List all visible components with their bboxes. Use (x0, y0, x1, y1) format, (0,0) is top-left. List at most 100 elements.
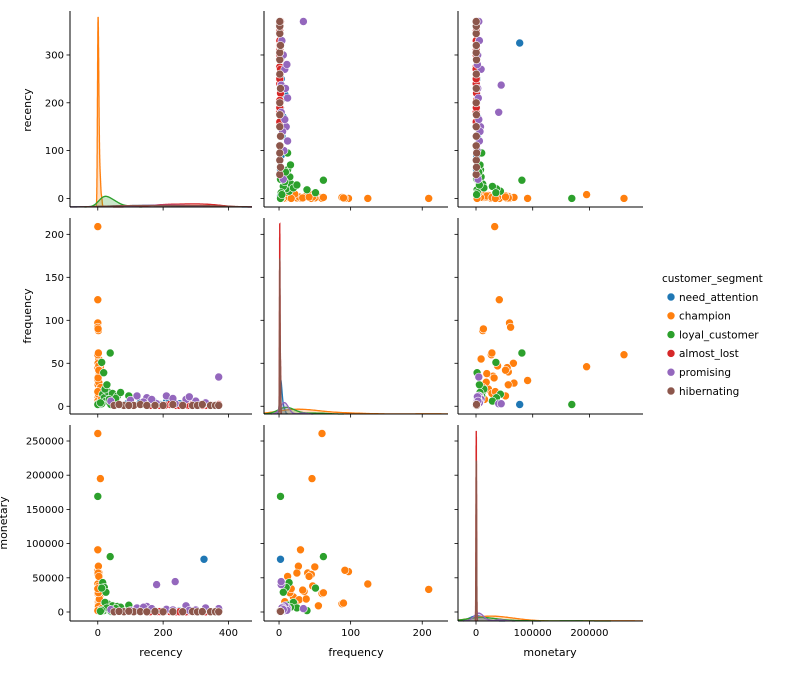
point-hibernating (275, 98, 285, 108)
point-champion (503, 380, 513, 390)
point-hibernating (471, 69, 481, 79)
point-loyal_customer (286, 160, 295, 170)
point-champion (292, 568, 302, 578)
point-champion (523, 376, 532, 385)
y-tick-label-monetary: 200000 (26, 471, 64, 482)
point-hibernating (214, 607, 223, 617)
point-champion (93, 429, 103, 438)
point-champion (582, 190, 591, 199)
x-tick-label-frequency: 200 (413, 628, 432, 639)
legend-item-loyal_customer: loyal_customer (666, 329, 759, 341)
point-loyal_customer (276, 492, 285, 501)
y-tick-label-monetary: 150000 (26, 505, 64, 516)
point-champion (487, 348, 497, 358)
point-hibernating (471, 48, 481, 57)
point-loyal_customer (102, 380, 112, 390)
point-hibernating (471, 84, 481, 93)
point-hibernating (471, 141, 481, 151)
point-loyal_customer (491, 188, 501, 197)
point-hibernating (276, 131, 285, 141)
point-loyal_customer (517, 175, 527, 185)
x-tick-label-monetary: 0 (473, 628, 479, 639)
point-loyal_customer (302, 185, 312, 195)
point-hibernating (275, 17, 285, 26)
x-tick-label-monetary: 200000 (570, 628, 608, 639)
point-champion (93, 545, 103, 555)
x-axis-label-frequency: frequency (328, 646, 384, 659)
point-hibernating (275, 148, 285, 158)
point-loyal_customer (277, 190, 287, 199)
point-hibernating (276, 607, 285, 616)
point-promising (132, 391, 142, 401)
panel-monetary-vs-recency: 0 200 400 0 50000 100000 150000 200000 250000 (26, 425, 252, 639)
point-champion (523, 194, 532, 203)
legend-item-hibernating: hibernating (666, 386, 739, 398)
point-champion (94, 348, 103, 358)
y-tick-label-monetary: 0 (58, 607, 64, 618)
point-promising (496, 80, 506, 90)
point-hibernating (178, 401, 187, 410)
y-axis-label-monetary: monetary (0, 496, 10, 550)
axis-labels: recency frequency monetary recency frequ… (0, 88, 577, 659)
point-hibernating (275, 155, 285, 165)
point-loyal_customer (116, 388, 125, 397)
kde-fill-loyal_customer (264, 407, 344, 414)
point-hibernating (158, 607, 168, 617)
x-tick-label-recency: 200 (154, 628, 173, 639)
point-champion (298, 585, 308, 595)
point-champion (482, 369, 492, 378)
point-need_attention (276, 554, 285, 564)
legend-label: promising (679, 367, 731, 379)
y-tick-label-monetary: 50000 (32, 573, 64, 584)
y-tick-label-monetary: 100000 (26, 539, 64, 550)
x-tick-label-frequency: 100 (341, 628, 360, 639)
point-promising (496, 399, 506, 409)
point-hibernating (471, 155, 481, 165)
point-champion (501, 365, 510, 375)
y-tick-label-frequency: 200 (45, 230, 64, 241)
y-axis-label-frequency: frequency (21, 288, 34, 344)
point-hibernating (471, 29, 481, 38)
kde-line-hibernating (278, 257, 282, 414)
point-champion (489, 373, 499, 383)
point-promising (282, 60, 292, 69)
point-champion (93, 324, 103, 334)
x-tick-label-frequency: 0 (276, 628, 282, 639)
x-axis-label-recency: recency (139, 646, 183, 659)
point-loyal_customer (105, 348, 115, 358)
point-champion (479, 324, 488, 334)
point-hibernating (471, 170, 481, 179)
point-hibernating (276, 163, 285, 172)
point-champion (582, 362, 591, 372)
point-champion (424, 194, 434, 203)
point-champion (96, 474, 105, 483)
point-hibernating (472, 163, 481, 172)
point-hibernating (275, 141, 285, 151)
point-hibernating (275, 69, 285, 79)
point-champion (319, 193, 328, 202)
point-champion (310, 562, 320, 572)
panel-recency-vs-frequency (260, 11, 448, 211)
panel-monetary-vs-monetary: 0 100000 200000 (454, 425, 643, 639)
legend-item-promising: promising (666, 367, 731, 379)
point-champion (506, 322, 515, 332)
point-hibernating (275, 48, 285, 57)
legend-item-need_attention: need_attention (666, 292, 758, 304)
panel-frequency-vs-recency: 0 50 100 150 200 (45, 218, 252, 418)
legend-marker (666, 386, 676, 396)
point-loyal_customer (99, 368, 108, 378)
point-promising (170, 577, 180, 586)
point-champion (93, 295, 103, 305)
y-tick-label-frequency: 100 (45, 316, 64, 327)
point-champion (339, 193, 348, 203)
point-champion (619, 194, 629, 203)
point-champion (501, 192, 510, 202)
point-loyal_customer (311, 188, 320, 197)
point-loyal_customer (97, 583, 106, 593)
x-axis-label-monetary: monetary (523, 646, 577, 659)
legend-label: loyal_customer (679, 329, 759, 341)
point-hibernating (471, 17, 481, 26)
point-hibernating (198, 400, 207, 409)
